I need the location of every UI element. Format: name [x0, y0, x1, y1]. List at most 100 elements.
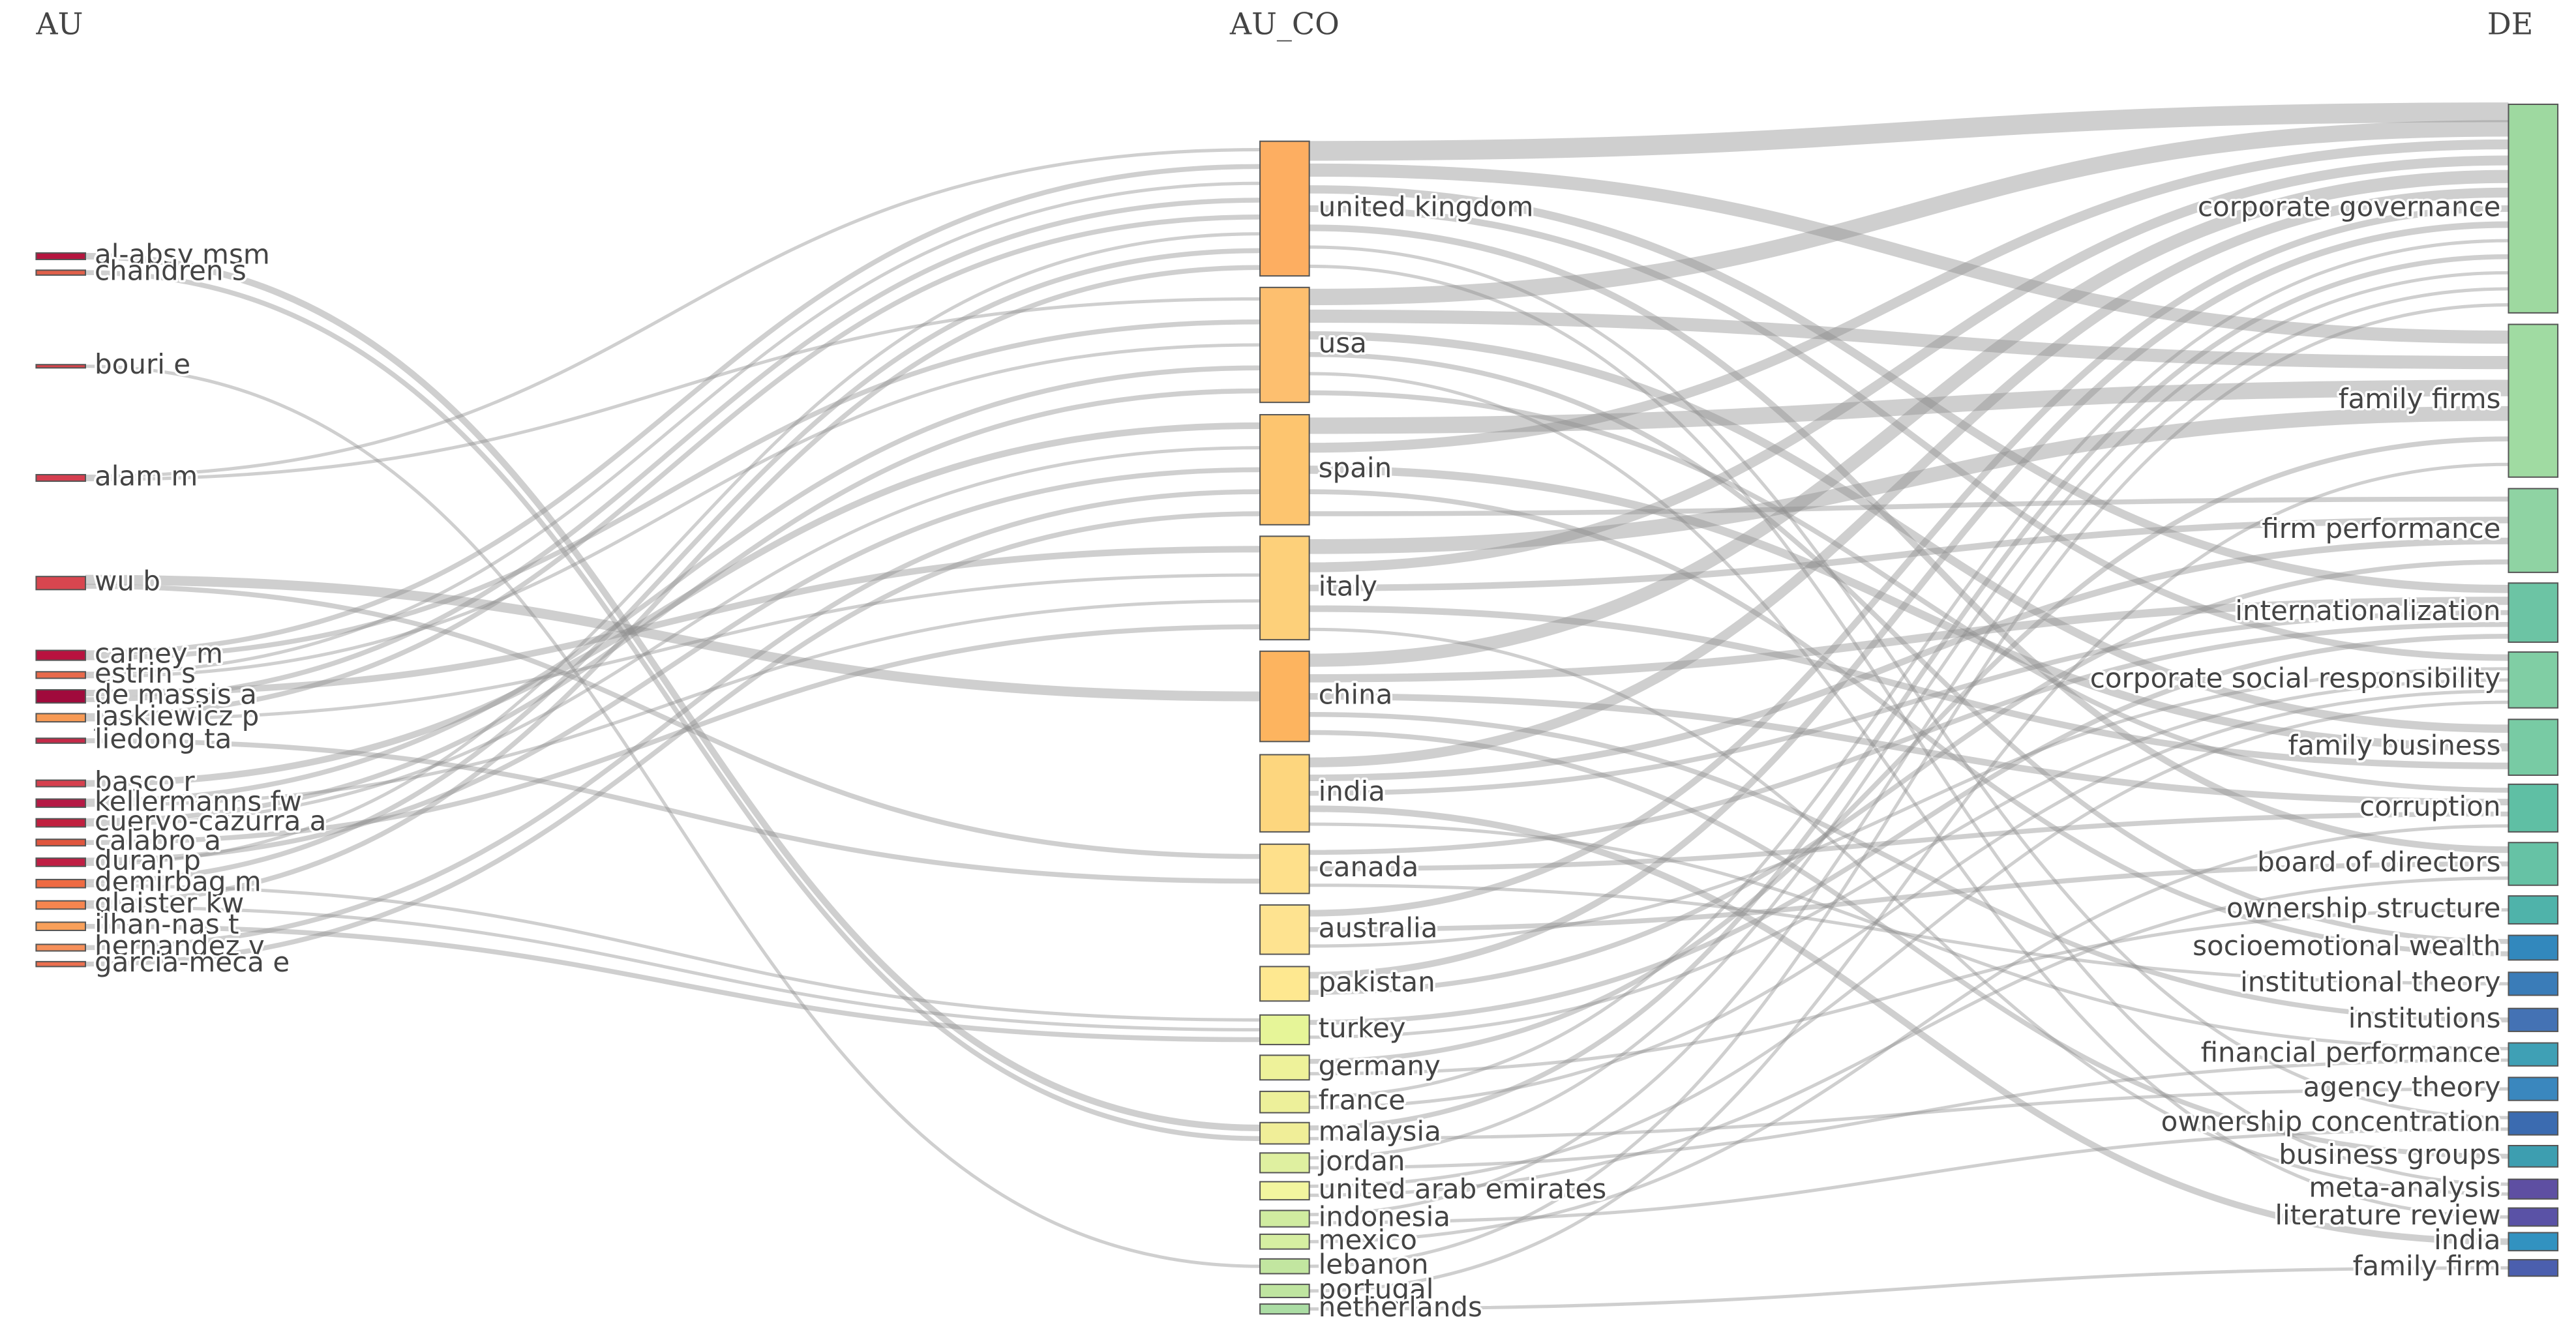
link: [85, 248, 1261, 884]
node-label: carney m: [95, 638, 223, 670]
node: [35, 576, 86, 591]
link: [1309, 163, 2509, 344]
node: [2508, 1007, 2559, 1032]
link: [1309, 883, 2509, 986]
node-label: france: [1319, 1084, 1405, 1116]
link: [85, 364, 1261, 1268]
node-label: portugal: [1319, 1273, 1434, 1305]
node-label: calabro a: [95, 825, 221, 857]
node: [35, 838, 86, 847]
link: [1309, 254, 2509, 1131]
link: [1309, 205, 2509, 661]
node-label: jordan: [1318, 1145, 1405, 1177]
column-header: AU: [35, 6, 83, 41]
link: [1309, 1266, 2509, 1311]
link: [85, 546, 1261, 697]
link: [85, 584, 1261, 859]
node-label: ownership concentration: [2161, 1105, 2501, 1137]
node-label: italy: [1319, 570, 1377, 602]
node: [2508, 1042, 2559, 1067]
link: [85, 883, 1261, 1022]
node: [2508, 1145, 2559, 1168]
node: [2508, 971, 2559, 996]
link: [85, 467, 1261, 863]
node-label: institutional theory: [2240, 966, 2500, 998]
node: [1259, 1014, 1310, 1046]
link: [1309, 711, 2509, 1023]
node: [35, 689, 86, 704]
node-label: garcia-meca e: [95, 946, 290, 978]
node-label: australia: [1319, 912, 1438, 943]
link: [85, 252, 1261, 1131]
link: [1309, 516, 2509, 591]
link: [1309, 876, 2509, 1197]
link: [85, 215, 1261, 719]
node: [35, 878, 86, 889]
link: [1309, 537, 2509, 782]
link: [1309, 689, 2509, 1109]
node: [2508, 895, 2559, 925]
link: [1309, 436, 2509, 1064]
link: [1309, 379, 2509, 434]
node: [35, 713, 86, 723]
node-label: alam m: [95, 460, 198, 492]
node-label: chandren s: [95, 255, 247, 287]
node: [2508, 323, 2559, 478]
node-label: institutions: [2348, 1002, 2501, 1034]
link: [1309, 610, 2509, 796]
node: [2508, 1111, 2559, 1136]
node-label: family firm: [2353, 1250, 2501, 1282]
node-label: estrin s: [95, 657, 196, 689]
link: [1309, 1087, 2509, 1140]
node: [1259, 1209, 1310, 1228]
link: [85, 573, 1261, 722]
node: [1259, 966, 1310, 1002]
node-label: socioemotional wealth: [2193, 930, 2500, 962]
link: [1309, 245, 2509, 1119]
node: [1259, 1090, 1310, 1114]
link: [85, 422, 1261, 787]
node-label: cuervo-cazurra a: [95, 805, 326, 837]
link: [85, 923, 1261, 1043]
node-label: corruption: [2359, 790, 2500, 822]
node-label: ownership structure: [2226, 892, 2501, 924]
node: [35, 473, 86, 482]
link: [1309, 908, 2509, 1076]
link: [1309, 822, 2509, 1050]
link: [1309, 667, 2509, 948]
link: [1309, 303, 2509, 1268]
node: [35, 252, 86, 261]
node-label: netherlands: [1319, 1291, 1482, 1323]
link: [1309, 271, 2509, 1160]
link: [85, 232, 1261, 867]
node-label: basco r: [95, 765, 195, 797]
link: [85, 198, 1261, 702]
link: [1309, 264, 2509, 1186]
node: [1259, 904, 1310, 955]
node: [35, 857, 86, 867]
link: [1309, 805, 2509, 1245]
link: [1309, 811, 2509, 872]
node: [35, 798, 86, 808]
node: [35, 943, 86, 952]
node-label: bouri e: [95, 348, 190, 380]
link: [85, 265, 1261, 906]
node: [35, 818, 86, 828]
node-label: spain: [1319, 452, 1392, 484]
node-label: malaysia: [1319, 1116, 1441, 1148]
node-label: lebanon: [1319, 1249, 1429, 1281]
node-label: duran p: [95, 844, 201, 876]
node-label: liedong ta: [95, 723, 232, 755]
link: [1309, 466, 2509, 752]
link: [1309, 861, 2509, 932]
node-label: usa: [1319, 327, 1367, 359]
node-label: family business: [2288, 730, 2500, 762]
node: [35, 960, 86, 968]
link: [1309, 700, 2509, 1188]
node: [1259, 286, 1310, 404]
link: [85, 343, 1261, 679]
node-label: wu b: [95, 565, 160, 597]
node: [35, 649, 86, 661]
link: [1309, 351, 2509, 944]
